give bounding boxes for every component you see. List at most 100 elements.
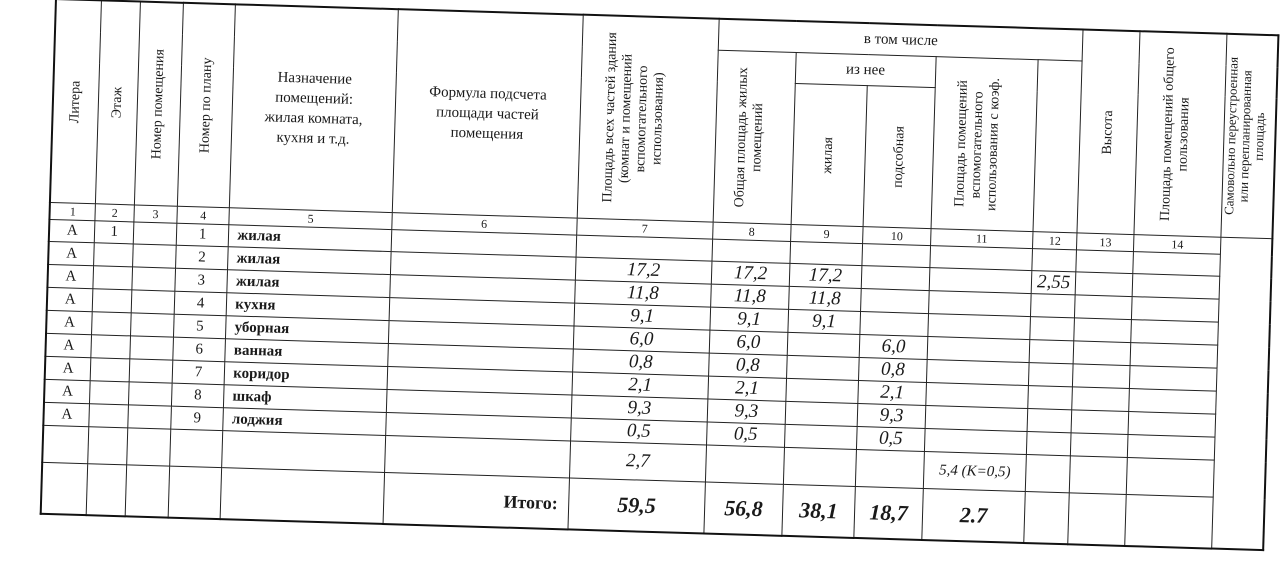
cell-common — [1069, 455, 1128, 495]
cell-living-total: 6,0 — [709, 330, 788, 356]
column-number: 12 — [1032, 231, 1078, 250]
cell-living: 9,1 — [787, 309, 861, 335]
cell-room — [133, 221, 177, 246]
cell-litera: А — [48, 241, 95, 266]
cell-room — [131, 266, 176, 292]
cell-living-total: 2,1 — [708, 376, 787, 402]
cell-height — [1029, 339, 1075, 364]
column-number: 3 — [133, 204, 178, 224]
column-number: 1 — [49, 202, 96, 221]
cell-unauth — [1132, 273, 1220, 300]
cell-aux-coef — [927, 313, 1031, 340]
column-number: 9 — [790, 224, 864, 244]
cell-height — [1027, 385, 1073, 410]
cell-unauth — [1133, 251, 1221, 277]
header-height: Высота — [1077, 29, 1141, 235]
cell-common — [1074, 294, 1133, 320]
header-formula: Формула подсчета площади частей помещени… — [392, 9, 583, 219]
header-of-which: из нее — [794, 52, 937, 88]
cell-living — [784, 401, 858, 427]
cell-height — [1029, 316, 1075, 341]
header-total-area: Площадь всех частей здания (комнат и пом… — [576, 14, 720, 223]
cell-litera — [42, 425, 90, 464]
cell-common — [1071, 409, 1129, 435]
cell-litera: А — [43, 402, 90, 427]
cell-unauth — [1128, 388, 1217, 415]
header-common-area: Площадь помещений общего пользования — [1134, 31, 1227, 238]
cell-aux-coef: 5,4 (K=0,5) — [923, 451, 1027, 492]
cell-living — [789, 241, 863, 266]
cell-plan: 2 — [175, 245, 229, 270]
totals-label: Итого: — [382, 472, 570, 530]
cell-aux-coef — [928, 290, 1032, 317]
cell-living — [786, 355, 860, 381]
cell-unauth — [1131, 296, 1220, 323]
totals-aux: 18,7 — [853, 486, 924, 540]
cell-living-total: 9,3 — [707, 399, 786, 425]
cell-plan — [169, 429, 224, 468]
cell-aux-coef — [925, 382, 1029, 409]
cell-aux — [860, 288, 930, 314]
cell-aux — [862, 243, 931, 268]
cell-aux-coef — [929, 245, 1033, 271]
cell-plan: 9 — [170, 406, 224, 431]
cell-living — [786, 332, 860, 358]
cell-room — [128, 358, 173, 384]
totals-total: 59,5 — [567, 477, 706, 534]
header-aux-coef: Площадь помещений вспомогательного испол… — [931, 56, 1039, 232]
cell-living: 17,2 — [788, 263, 863, 289]
cell-common — [1071, 386, 1130, 412]
cell-aux-coef — [929, 267, 1032, 294]
cell-common — [1075, 271, 1134, 297]
cell-aux — [855, 449, 925, 489]
cell-aux: 2,1 — [857, 380, 927, 406]
cell-height — [1030, 293, 1076, 318]
header-unauthorized-area: Самовольно переустроенная или перепланир… — [1220, 33, 1279, 239]
cell-living-total: 9,1 — [710, 307, 789, 333]
cell-unauth — [1128, 411, 1216, 438]
cell-common — [1070, 432, 1129, 458]
cell-plan: 5 — [173, 314, 227, 339]
totals-living-total: 56,8 — [704, 482, 783, 536]
cell-living-total: 17,2 — [711, 261, 790, 287]
cell-plan: 7 — [172, 360, 226, 385]
cell-common — [1072, 363, 1131, 389]
header-purpose: Назначение помещений: жилая комната, кух… — [229, 4, 399, 213]
room-area-table: Литера Этаж Номер помещения Номер по пла… — [39, 0, 1280, 552]
cell-floor — [88, 426, 128, 465]
cell-aux: 0,5 — [856, 426, 926, 452]
header-plan-number: Номер по плану — [177, 2, 236, 208]
cell-living-total — [705, 445, 785, 485]
cell-total: 2,7 — [569, 440, 707, 483]
cell-litera: А — [47, 264, 94, 289]
column-number: 2 — [95, 203, 135, 222]
cell-aux-coef — [927, 336, 1030, 363]
cell-plan: 4 — [174, 291, 228, 316]
cell-floor — [89, 380, 129, 405]
cell-height: 2,55 — [1031, 270, 1077, 295]
cell-unauth — [1129, 365, 1218, 392]
cell-room — [132, 243, 177, 269]
cell-common — [1076, 249, 1134, 274]
room-area-table-sheet: Литера Этаж Номер помещения Номер по пла… — [39, 0, 1280, 552]
cell-litera: А — [46, 287, 94, 312]
cell-living-total: 0,8 — [708, 353, 787, 379]
cell-room — [128, 381, 173, 407]
cell-floor: 1 — [94, 220, 134, 244]
header-row: Литера Этаж Номер помещения Номер по пла… — [49, 0, 1279, 239]
cell-unauth — [1130, 342, 1218, 369]
cell-height — [1025, 454, 1071, 493]
totals-aux-coef: 2.7 — [921, 488, 1026, 543]
header-room-number: Номер помещения — [134, 1, 184, 207]
cell-plan: 8 — [171, 383, 225, 408]
cell-aux: 9,3 — [857, 403, 926, 429]
cell-room — [130, 312, 175, 338]
cell-living-total — [712, 239, 791, 264]
cell-litera: А — [45, 333, 92, 358]
cell-floor — [93, 265, 133, 290]
cell-common — [1074, 317, 1132, 343]
cell-litera: А — [46, 310, 93, 335]
cell-floor — [91, 311, 132, 336]
cell-living-total: 11,8 — [710, 284, 789, 310]
column-number: 4 — [176, 206, 230, 225]
